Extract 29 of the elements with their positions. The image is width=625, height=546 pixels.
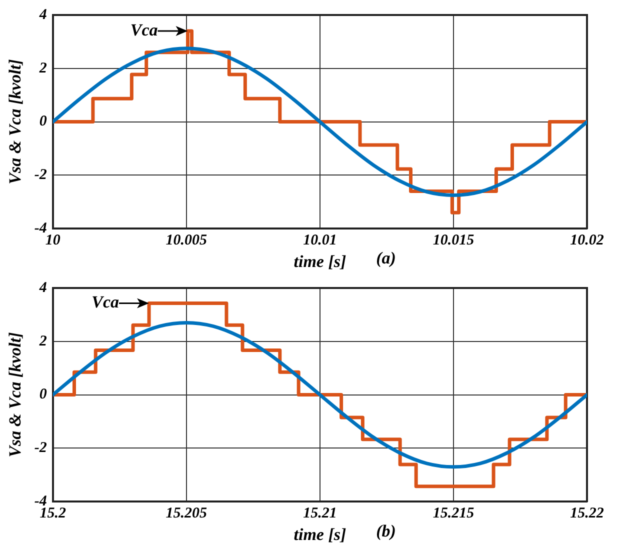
y-tick-label: 4: [38, 6, 48, 23]
text: (b): [376, 521, 396, 540]
y-tick-label: -2: [34, 167, 48, 184]
line-series: [52, 46, 587, 197]
x-tick-label: 15.22: [570, 505, 604, 522]
y-tick-label: 4: [38, 280, 48, 296]
x-tick-label: 10.015: [432, 232, 475, 248]
y-tick-label: 0: [39, 114, 48, 130]
y-axis-title: Vsa & Vca [kvolt]: [6, 58, 25, 184]
x-tick-label: 10.02: [570, 232, 604, 248]
y-tick-label: 2: [38, 333, 48, 350]
x-tick-label: 10.01: [303, 232, 337, 248]
x-tick-label: 10.005: [166, 232, 208, 248]
x-tick-label: 15.2: [40, 505, 67, 522]
line-series: [52, 320, 587, 469]
x-tick-label: 15.205: [166, 505, 208, 522]
x-axis-title: time [s]: [294, 252, 346, 272]
y-tick-label: -2: [34, 440, 48, 456]
annotation: Vca: [92, 292, 120, 312]
x-tick-label: 15.21: [303, 505, 337, 522]
x-tick-label: 15.215: [432, 505, 475, 522]
x-tick-label: 10: [45, 232, 61, 248]
y-tick-label: 0: [39, 386, 48, 403]
y-tick-label: -4: [34, 220, 48, 236]
y-tick-label: 2: [38, 60, 48, 76]
x-axis-title: time [s]: [294, 525, 346, 544]
annotation: Vca: [130, 20, 158, 40]
text: (a): [376, 248, 396, 268]
y-axis-title: Vsa & Vca [kvolt]: [6, 332, 25, 458]
